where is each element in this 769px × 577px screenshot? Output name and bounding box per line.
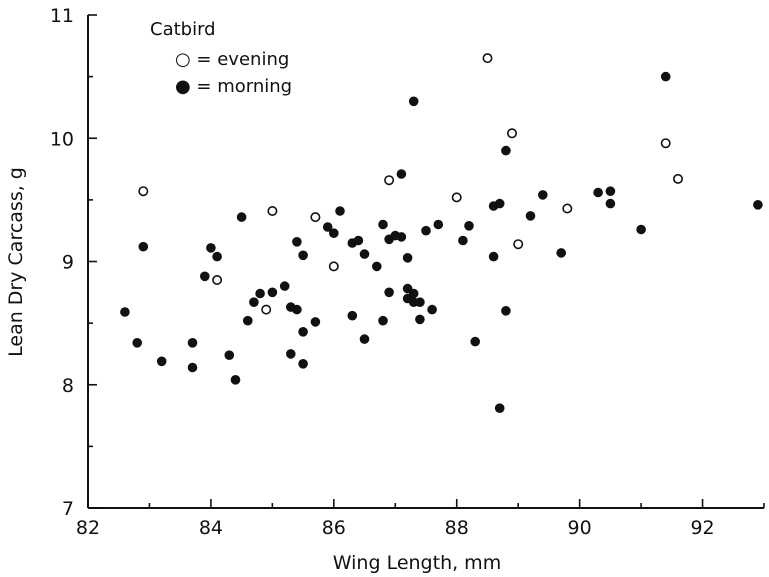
point-morning: [292, 237, 302, 247]
point-morning: [322, 222, 333, 232]
point-morning: [415, 314, 425, 325]
point-morning: [605, 198, 616, 209]
y-tick-label: 9: [62, 252, 74, 274]
point-morning: [525, 211, 536, 221]
point-morning: [359, 249, 370, 259]
data-points: [120, 53, 763, 414]
point-evening: [212, 274, 223, 285]
point-morning: [501, 145, 511, 156]
point-morning: [433, 219, 444, 230]
point-morning: [120, 307, 130, 317]
point-morning: [605, 186, 616, 196]
point-evening: [562, 203, 573, 214]
point-morning: [458, 235, 468, 246]
point-evening: [328, 261, 339, 272]
point-evening: [267, 206, 278, 217]
legend: Catbird ○ = evening ● = morning: [150, 19, 292, 97]
point-morning: [156, 356, 167, 367]
point-morning: [396, 232, 407, 242]
point-morning: [279, 281, 290, 291]
point-morning: [200, 271, 210, 282]
legend-entry-evening: ○ = evening: [175, 49, 289, 70]
point-evening: [138, 186, 149, 197]
point-morning: [372, 261, 382, 272]
ticks: 7 8 9 10 11 82 84 86 88 90 92: [50, 5, 765, 539]
point-morning: [488, 251, 499, 262]
x-tick-label: 90: [568, 517, 592, 539]
point-morning: [292, 304, 302, 315]
point-morning: [402, 252, 413, 263]
point-morning: [249, 297, 259, 308]
point-evening: [261, 304, 272, 315]
point-morning: [408, 288, 419, 299]
point-morning: [298, 250, 308, 261]
legend-title: Catbird: [150, 19, 216, 40]
point-evening: [506, 128, 517, 139]
y-axis-title: Lean Dry Carcass, g: [5, 167, 27, 357]
point-morning: [556, 248, 567, 258]
point-morning: [286, 349, 296, 359]
point-morning: [427, 304, 437, 315]
point-morning: [187, 362, 198, 373]
point-morning: [402, 283, 413, 294]
point-morning: [236, 212, 247, 222]
point-morning: [298, 327, 308, 337]
point-morning: [415, 297, 425, 308]
point-morning: [243, 315, 253, 326]
point-morning: [396, 169, 407, 179]
x-tick-label: 92: [690, 517, 714, 539]
y-tick-label: 7: [62, 498, 74, 520]
point-morning: [384, 287, 394, 298]
point-evening: [672, 173, 683, 184]
point-morning: [494, 403, 505, 414]
point-morning: [298, 359, 308, 369]
point-morning: [267, 287, 278, 298]
point-morning: [310, 317, 321, 327]
point-morning: [636, 224, 646, 235]
point-morning: [335, 206, 345, 216]
x-tick-label: 82: [76, 517, 100, 539]
point-morning: [378, 315, 388, 326]
point-morning: [187, 338, 198, 348]
x-tick-label: 86: [322, 517, 346, 539]
point-morning: [464, 221, 474, 231]
point-morning: [501, 306, 511, 316]
point-morning: [494, 198, 505, 209]
point-morning: [470, 336, 481, 347]
point-evening: [310, 212, 321, 223]
point-morning: [753, 200, 763, 210]
x-tick-label: 88: [445, 517, 469, 539]
point-morning: [593, 187, 603, 198]
x-tick-label: 84: [199, 517, 223, 539]
point-morning: [353, 235, 364, 246]
legend-entry-morning: ● = morning: [175, 76, 292, 97]
point-morning: [255, 288, 265, 299]
point-evening: [482, 53, 493, 64]
point-morning: [359, 334, 370, 344]
y-tick-label: 10: [50, 128, 74, 150]
point-morning: [660, 71, 671, 82]
point-morning: [132, 338, 142, 348]
y-tick-label: 11: [50, 5, 74, 27]
x-axis-title: Wing Length, mm: [333, 552, 501, 574]
point-morning: [230, 375, 241, 385]
point-morning: [378, 219, 388, 230]
point-evening: [513, 239, 524, 250]
point-morning: [329, 228, 339, 238]
point-evening: [451, 192, 462, 203]
point-morning: [224, 350, 235, 361]
point-evening: [660, 138, 671, 149]
point-evening: [384, 175, 395, 186]
point-morning: [212, 251, 222, 262]
point-morning: [538, 190, 548, 200]
point-morning: [138, 241, 149, 252]
point-morning: [421, 225, 431, 236]
point-morning: [206, 243, 216, 253]
y-tick-label: 8: [62, 375, 74, 397]
point-morning: [408, 96, 419, 107]
point-morning: [347, 310, 358, 321]
